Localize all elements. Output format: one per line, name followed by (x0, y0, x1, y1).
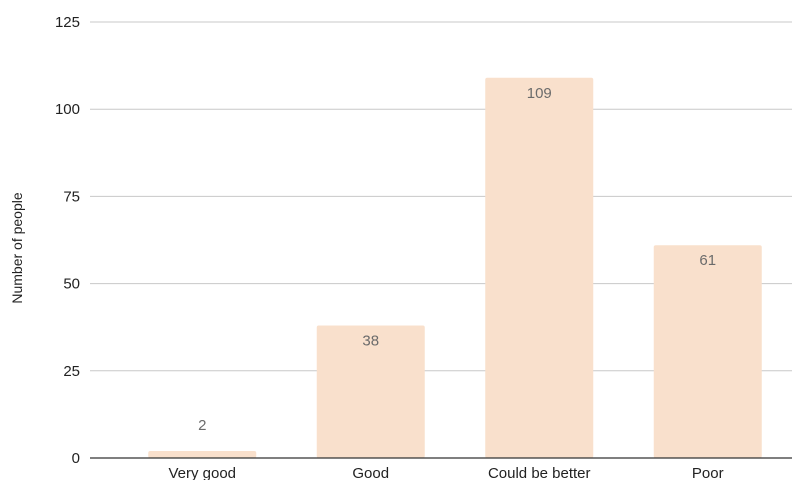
bars (148, 77, 762, 459)
bar (148, 451, 257, 458)
data-label: 61 (699, 252, 716, 269)
y-tick-label: 100 (55, 101, 80, 118)
labels: 0 25 50 75 100 125 2 Very good 38 Good 109 Could be… (55, 14, 724, 480)
x-tick-label: Could be better (488, 465, 591, 480)
x-tick-label: Very good (168, 465, 236, 480)
bar (653, 245, 762, 458)
x-tick-label: Good (352, 465, 389, 480)
bar (485, 77, 594, 459)
data-label: 2 (198, 417, 206, 434)
x-tick-label: Poor (692, 465, 724, 480)
bar (316, 325, 425, 458)
y-tick-label: 50 (63, 276, 80, 293)
y-tick-label: 25 (63, 363, 80, 380)
data-label: 38 (362, 332, 379, 349)
y-axis-title: Number of people (9, 192, 25, 304)
data-label: 109 (527, 85, 552, 102)
y-tick-label: 0 (72, 450, 80, 467)
y-tick-label: 125 (55, 14, 80, 31)
y-tick-label: 75 (63, 188, 80, 205)
